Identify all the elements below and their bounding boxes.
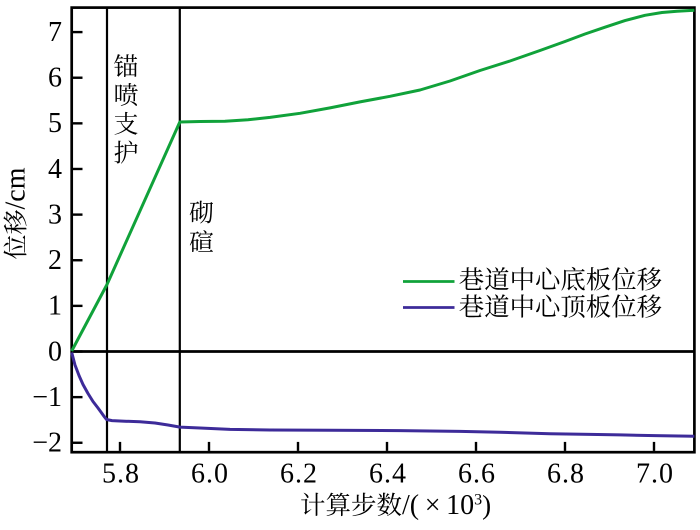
svg-text:3: 3 <box>48 199 62 230</box>
svg-text:2: 2 <box>48 245 62 276</box>
svg-text:5: 5 <box>48 108 62 139</box>
svg-text:1: 1 <box>48 291 62 322</box>
svg-text:6.2: 6.2 <box>280 459 318 490</box>
svg-text:6.8: 6.8 <box>547 459 585 490</box>
svg-text:4: 4 <box>48 154 62 185</box>
svg-text:0: 0 <box>48 336 62 367</box>
svg-text:6: 6 <box>48 63 62 94</box>
svg-text:7.0: 7.0 <box>636 459 674 490</box>
svg-text:/cm: /cm <box>1 167 32 209</box>
svg-text:7: 7 <box>48 17 62 48</box>
svg-text:6.6: 6.6 <box>458 459 496 490</box>
svg-text:6.0: 6.0 <box>191 459 229 490</box>
svg-text:5.8: 5.8 <box>102 459 140 490</box>
svg-text:−2: −2 <box>32 428 62 459</box>
svg-text:6.4: 6.4 <box>369 459 407 490</box>
svg-text:−1: −1 <box>32 382 62 413</box>
